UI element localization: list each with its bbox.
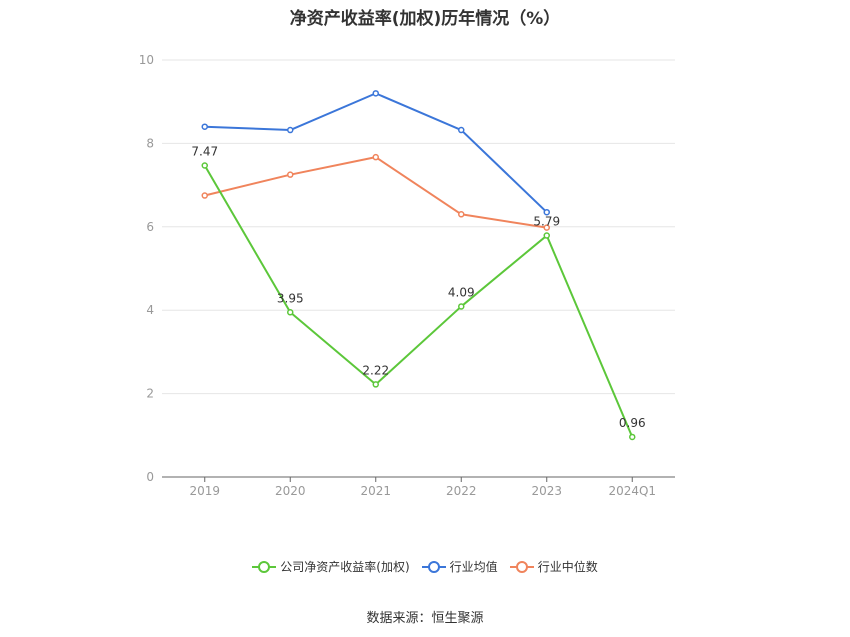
y-tick-label: 10 bbox=[139, 53, 154, 67]
legend-label: 公司净资产收益率(加权) bbox=[280, 560, 410, 574]
data-point bbox=[287, 126, 294, 134]
x-tick-label: 2020 bbox=[275, 484, 306, 498]
legend-item[interactable]: 公司净资产收益率(加权) bbox=[252, 558, 410, 575]
data-point bbox=[543, 224, 550, 231]
legend-label: 行业中位数 bbox=[537, 560, 598, 574]
chart-title: 净资产收益率(加权)历年情况（%） bbox=[289, 9, 561, 29]
data-point bbox=[458, 211, 465, 218]
legend-label: 行业均值 bbox=[449, 560, 498, 574]
data-point bbox=[543, 208, 550, 216]
y-tick-label: 4 bbox=[146, 303, 154, 317]
data-point bbox=[629, 433, 636, 441]
legend-item[interactable]: 行业中位数 bbox=[509, 558, 598, 575]
data-point bbox=[372, 90, 379, 97]
legend-item[interactable]: 行业均值 bbox=[421, 558, 498, 575]
data-point bbox=[201, 123, 208, 130]
data-point bbox=[372, 381, 379, 388]
series-line bbox=[204, 92, 548, 213]
data-source: 数据来源：恒生聚源 bbox=[366, 611, 484, 626]
data-label: 0.96 bbox=[619, 416, 646, 430]
legend: 公司净资产收益率(加权) 行业均值 行业中位数 bbox=[0, 558, 850, 575]
x-tick-label: 2021 bbox=[360, 484, 391, 498]
series-line bbox=[203, 164, 634, 438]
y-tick-label: 0 bbox=[146, 470, 154, 484]
data-point bbox=[458, 303, 465, 310]
data-label: 5.79 bbox=[533, 215, 560, 229]
data-point bbox=[372, 153, 379, 161]
y-tick-label: 2 bbox=[146, 387, 154, 401]
legend-swatch bbox=[252, 560, 277, 573]
legend-swatch bbox=[421, 560, 446, 573]
legend-swatch bbox=[509, 560, 534, 573]
x-tick-label: 2019 bbox=[189, 484, 220, 498]
x-tick-label: 2022 bbox=[446, 484, 477, 498]
data-point bbox=[287, 309, 294, 316]
y-tick-label: 8 bbox=[146, 136, 154, 150]
data-point bbox=[201, 192, 208, 199]
data-label: 4.09 bbox=[448, 285, 475, 299]
data-label: 3.95 bbox=[277, 291, 304, 305]
data-label: 7.47 bbox=[191, 145, 218, 159]
data-point bbox=[458, 126, 465, 134]
data-label: 2.22 bbox=[362, 363, 389, 377]
x-tick-label: 2024Q1 bbox=[608, 484, 656, 498]
data-point bbox=[543, 232, 550, 239]
data-point bbox=[287, 171, 294, 178]
data-point bbox=[201, 162, 208, 169]
series-line bbox=[204, 156, 547, 229]
x-tick-label: 2023 bbox=[531, 484, 562, 498]
y-tick-label: 6 bbox=[146, 220, 154, 234]
